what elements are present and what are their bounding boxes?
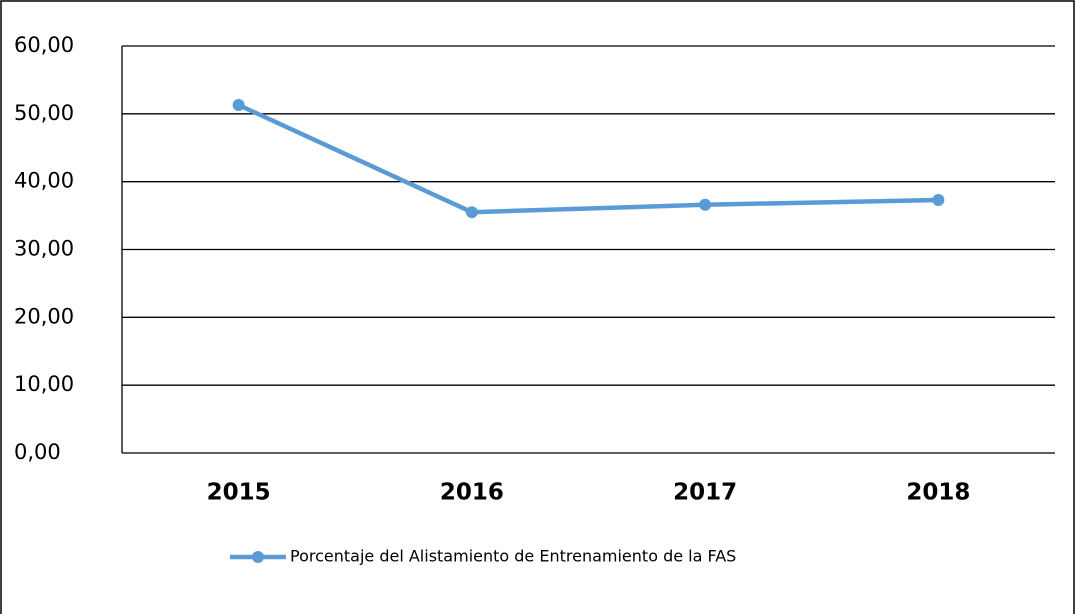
point bbox=[932, 193, 945, 206]
x-tick-label: 2016 bbox=[440, 480, 504, 506]
x-tick-label: 2018 bbox=[906, 480, 970, 506]
point bbox=[465, 206, 478, 219]
point bbox=[232, 99, 245, 112]
legend-marker bbox=[252, 551, 264, 563]
y-tick-label: 60,00 bbox=[14, 33, 74, 57]
y-tick-label: 30,00 bbox=[14, 237, 74, 261]
series-line bbox=[237, 102, 939, 215]
x-tick-label: 2015 bbox=[207, 480, 271, 506]
y-tick-label: 10,00 bbox=[14, 372, 74, 396]
y-tick-label: 20,00 bbox=[14, 304, 74, 328]
y-tick-label: 40,00 bbox=[14, 169, 74, 193]
legend-label: Porcentaje del Alistamiento de Entrenami… bbox=[290, 547, 736, 566]
y-tick-label: 50,00 bbox=[14, 101, 74, 125]
x-tick-label: 2017 bbox=[673, 480, 737, 506]
y-tick-label: 0,00 bbox=[14, 440, 61, 464]
point bbox=[699, 198, 712, 211]
